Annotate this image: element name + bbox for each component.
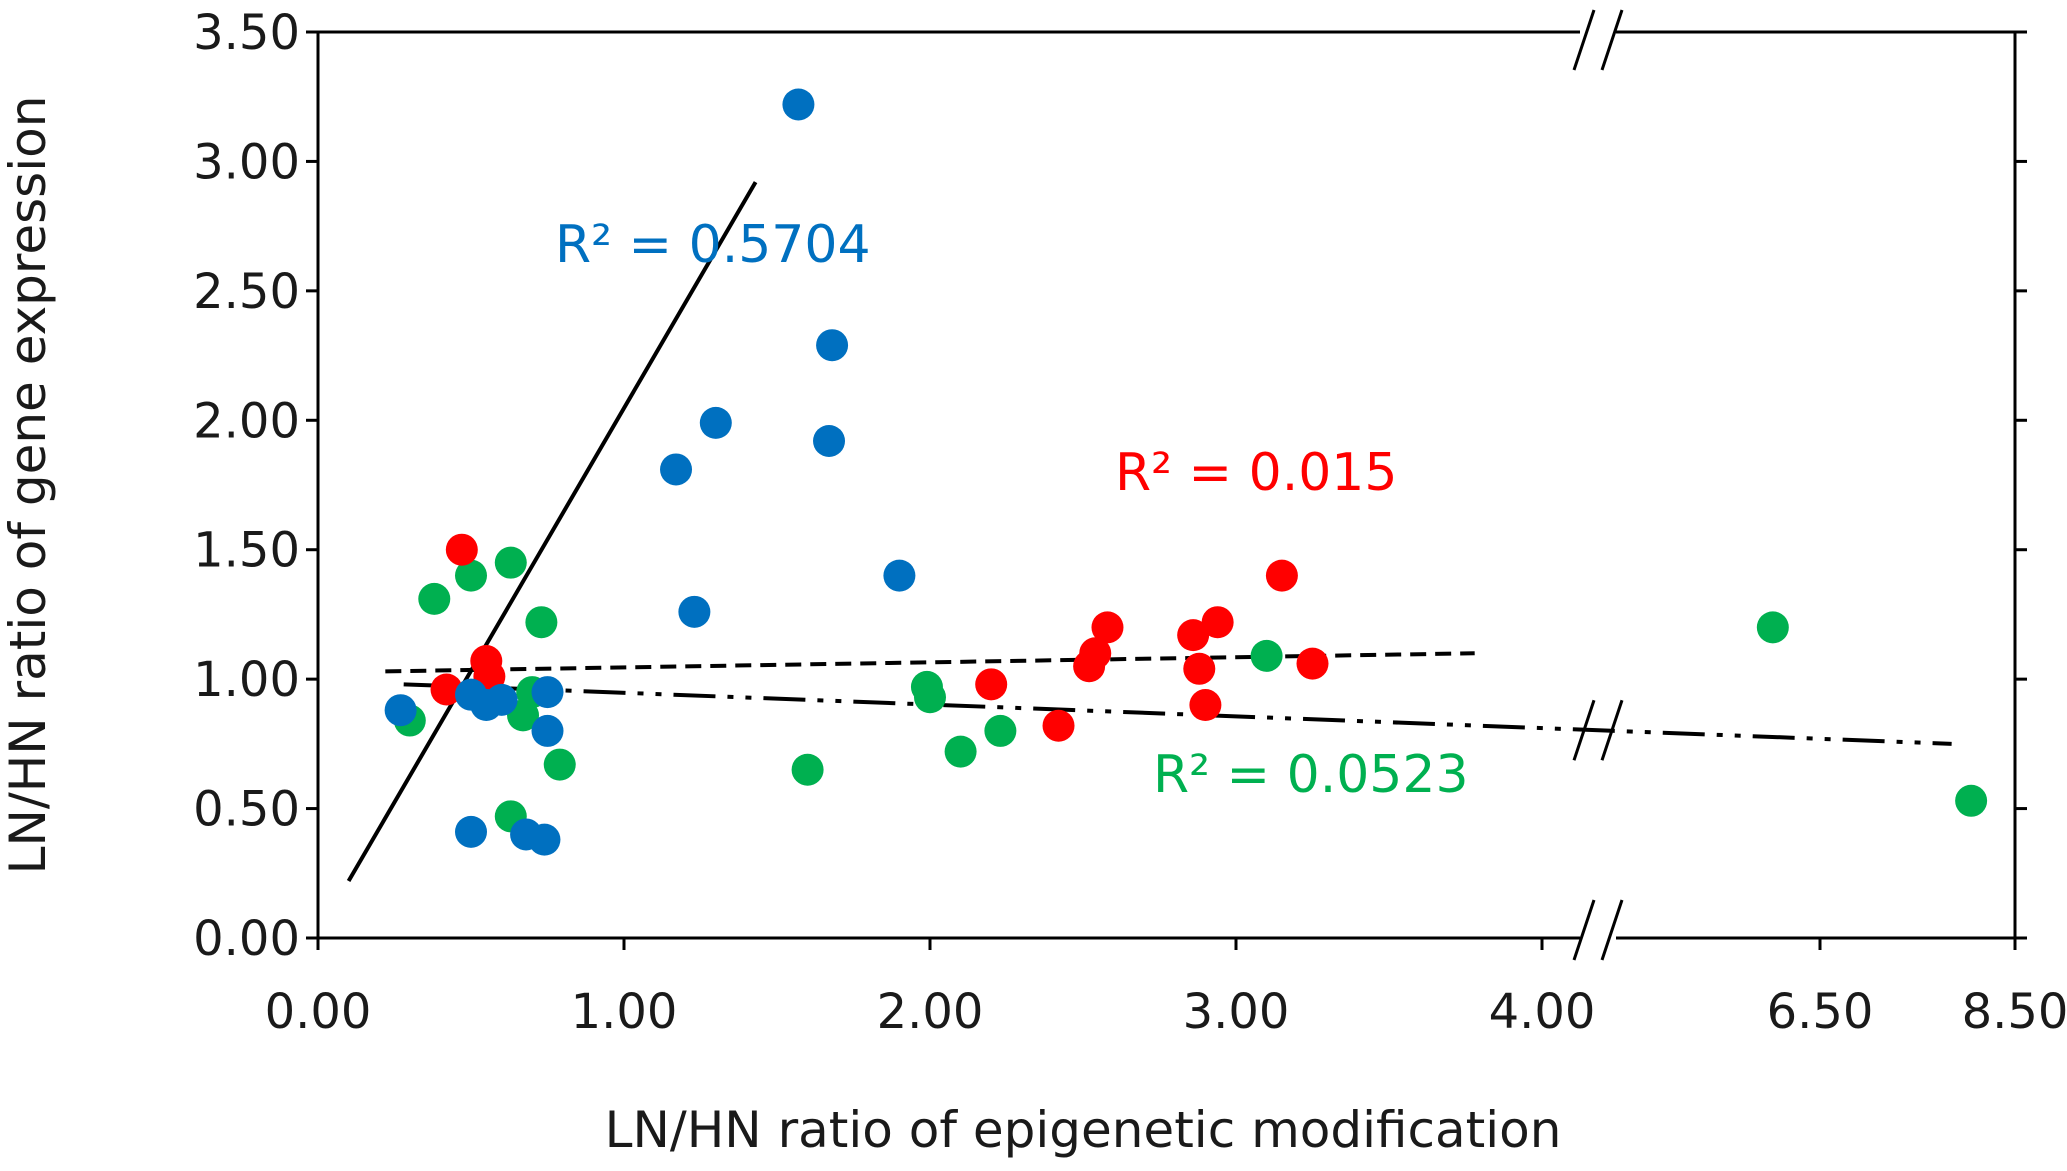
point-blue	[455, 815, 487, 848]
point-green	[543, 748, 576, 781]
point-green	[914, 681, 946, 714]
point-blue	[384, 694, 417, 727]
point-red	[1177, 619, 1210, 652]
point-blue	[816, 329, 849, 362]
point-red	[1265, 559, 1298, 592]
y-tick-label: 2.50	[193, 264, 300, 320]
y-tick-label: 0.00	[193, 911, 300, 967]
bottom-break-slash	[1600, 899, 1624, 961]
point-red	[1091, 611, 1124, 644]
point-green	[1250, 639, 1283, 672]
point-blue	[678, 595, 711, 628]
point-green	[1756, 611, 1789, 644]
bottom-break-slash	[1572, 899, 1596, 961]
x-tick-label: 6.50	[1767, 984, 1874, 1040]
trendlines	[346, 181, 1952, 883]
point-blue	[782, 88, 815, 121]
x-tick-label: 8.50	[1962, 984, 2067, 1040]
top-break-slash	[1572, 9, 1596, 71]
point-blue	[531, 714, 564, 747]
x-axis: 0.00 1.00 2.00 3.00 4.00 6.50 8.50	[265, 938, 2067, 1040]
x-tick-label: 1.00	[571, 984, 678, 1040]
point-blue	[531, 676, 564, 709]
point-red	[1296, 647, 1329, 680]
point-green	[944, 735, 977, 768]
data-points	[384, 88, 1988, 856]
point-blue	[485, 683, 518, 716]
point-blue	[883, 559, 916, 592]
point-red	[430, 673, 463, 706]
trendline-blue	[346, 181, 758, 883]
point-blue	[660, 453, 693, 486]
x-tick-label: 3.00	[1183, 984, 1290, 1040]
plot-area	[316, 30, 2017, 940]
point-red	[1201, 606, 1234, 639]
y-tick-label: 3.50	[193, 5, 300, 61]
top-break-gap	[1580, 14, 1616, 66]
x-tick-label: 2.00	[877, 984, 984, 1040]
point-red	[975, 668, 1008, 701]
point-green	[494, 546, 527, 579]
y-tick-label: 0.50	[193, 782, 300, 838]
y-tick-label: 1.00	[193, 652, 300, 708]
r2-label-red: R² = 0.015	[1115, 443, 1397, 503]
top-break-slash	[1600, 9, 1624, 71]
trendline-green	[403, 682, 1952, 746]
point-red	[1079, 637, 1112, 670]
x-axis-title: LN/HN ratio of epigenetic modification	[605, 1101, 1562, 1159]
point-green	[984, 714, 1017, 747]
point-green	[791, 753, 824, 786]
point-green	[525, 606, 558, 639]
y-axis-title: LN/HN ratio of gene expression	[0, 96, 57, 875]
point-red	[1042, 709, 1075, 742]
point-blue	[528, 823, 561, 856]
point-red	[1189, 689, 1222, 722]
x-tick-label: 4.00	[1489, 984, 1596, 1040]
y-axis: 0.00 0.50 1.00 1.50 2.00 2.50 3.00 3.50	[193, 5, 2027, 967]
point-green	[455, 559, 487, 592]
point-red	[445, 533, 478, 566]
point-red	[1183, 652, 1216, 685]
y-tick-label: 3.00	[193, 134, 300, 190]
point-blue	[813, 424, 846, 457]
point-green	[1955, 784, 1988, 817]
r2-label-green: R² = 0.0523	[1153, 745, 1469, 805]
y-tick-label: 1.50	[193, 523, 300, 579]
point-green	[418, 582, 451, 615]
point-blue	[699, 406, 732, 439]
x-tick-label: 0.00	[265, 984, 372, 1040]
y-tick-label: 2.00	[193, 393, 300, 449]
trendline-red	[385, 651, 1475, 674]
bottom-break-gap	[1580, 904, 1616, 956]
r2-label-blue: R² = 0.5704	[555, 215, 871, 275]
